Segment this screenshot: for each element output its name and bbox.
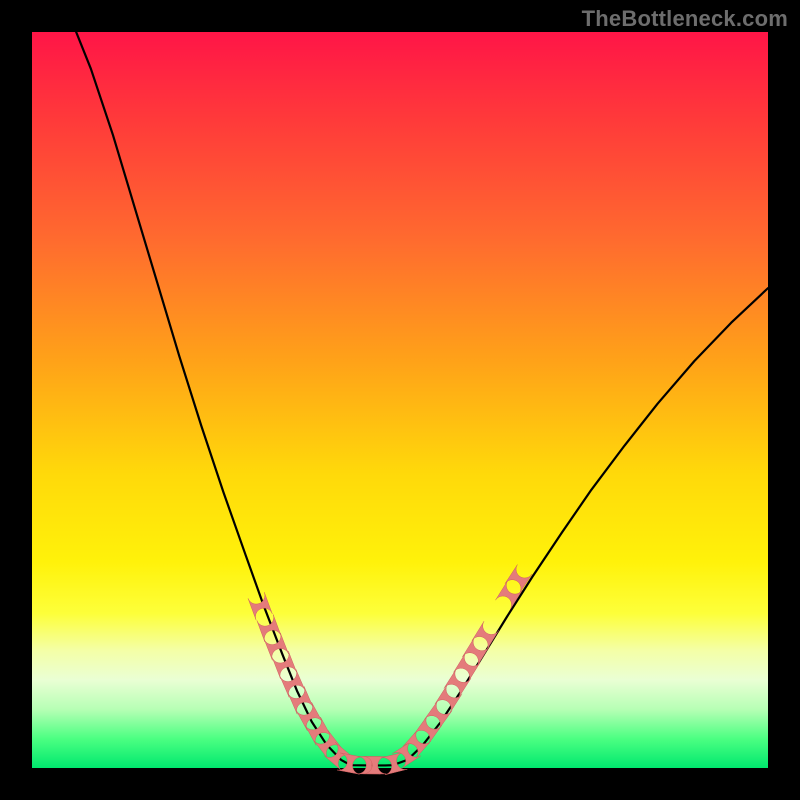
- watermark-text: TheBottleneck.com: [582, 6, 788, 32]
- curve-marker: [454, 653, 481, 682]
- curve-marker: [288, 686, 313, 714]
- curve-marker: [280, 669, 305, 697]
- curve-marker: [272, 651, 296, 679]
- curve-marker: [496, 581, 523, 610]
- bottleneck-curve: [76, 32, 768, 765]
- svg-layer: [32, 32, 768, 768]
- chart-frame: TheBottleneck.com: [0, 0, 800, 800]
- curve-marker: [381, 752, 407, 774]
- curve-marker: [296, 702, 322, 730]
- curve-marker: [472, 621, 499, 650]
- curve-marker: [505, 565, 532, 594]
- curve-marker: [462, 637, 489, 666]
- curve-marker: [444, 669, 471, 698]
